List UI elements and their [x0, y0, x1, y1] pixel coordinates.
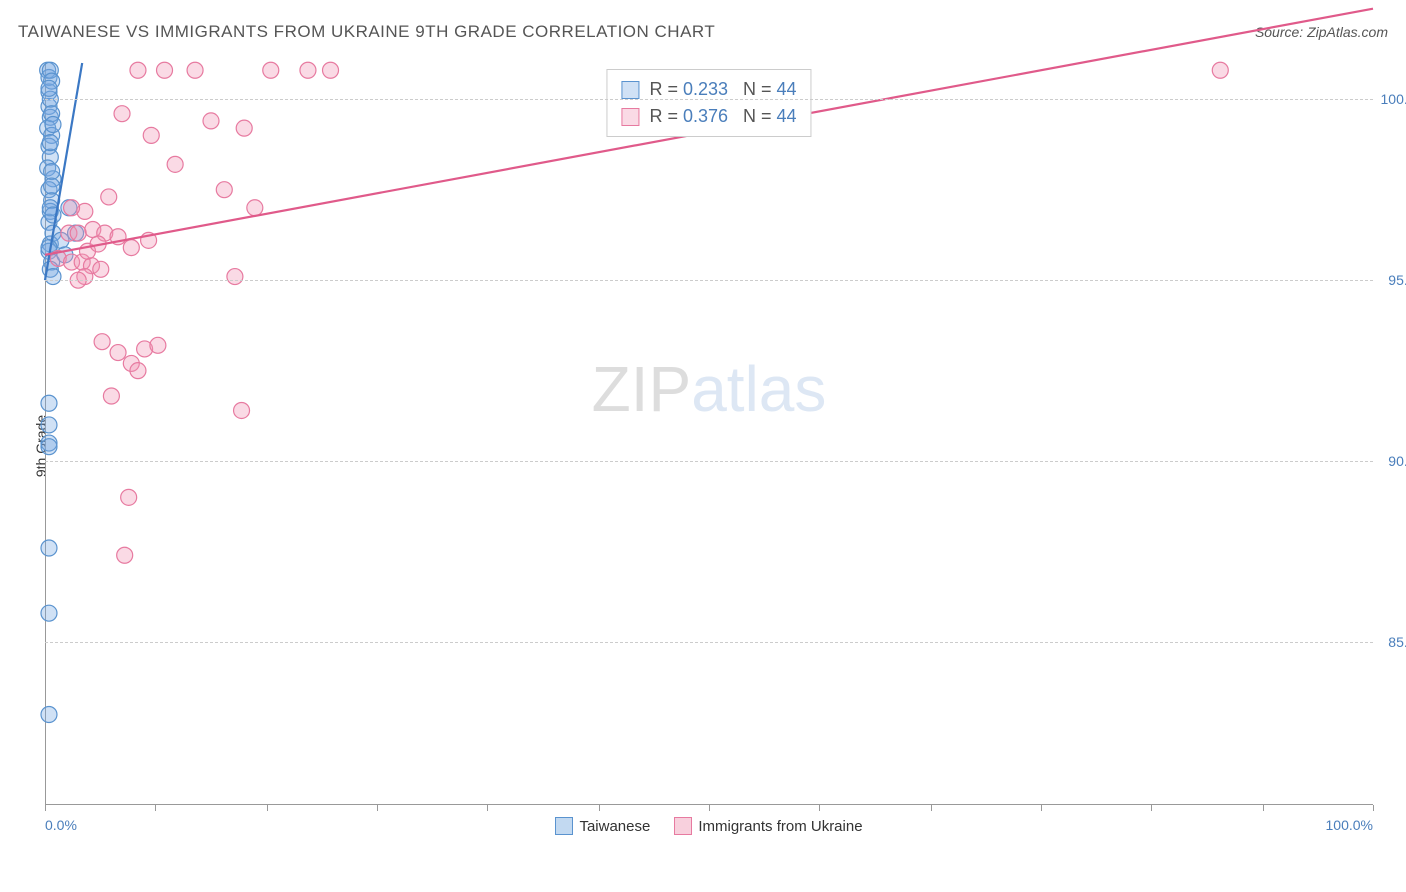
x-tick-mark: [1041, 805, 1042, 811]
data-point: [167, 156, 183, 172]
data-point: [42, 135, 58, 151]
data-point: [117, 547, 133, 563]
data-point: [216, 182, 232, 198]
x-tick-mark: [931, 805, 932, 811]
legend-label: Taiwanese: [579, 818, 650, 835]
stats-legend-box: R = 0.233 N = 44R = 0.376 N = 44: [606, 69, 811, 137]
data-point: [44, 164, 60, 180]
x-tick-mark: [45, 805, 46, 811]
y-tick-label: 100.0%: [1378, 91, 1406, 107]
data-point: [114, 106, 130, 122]
data-point: [103, 388, 119, 404]
legend-swatch: [674, 817, 692, 835]
data-point: [1212, 62, 1228, 78]
data-point: [234, 402, 250, 418]
gridline-h: [45, 99, 1373, 100]
x-tick-mark: [487, 805, 488, 811]
data-point: [64, 200, 80, 216]
legend-label: Immigrants from Ukraine: [698, 818, 862, 835]
x-tick-mark: [267, 805, 268, 811]
legend-item: Immigrants from Ukraine: [674, 817, 862, 835]
data-point: [93, 261, 109, 277]
y-tick-label: 95.0%: [1378, 272, 1406, 288]
data-point: [236, 120, 252, 136]
data-point: [247, 200, 263, 216]
data-point: [143, 127, 159, 143]
data-point: [41, 605, 57, 621]
series-swatch: [621, 81, 639, 99]
data-point: [41, 540, 57, 556]
data-point: [44, 178, 60, 194]
data-point: [41, 395, 57, 411]
data-point: [41, 417, 57, 433]
x-tick-mark: [599, 805, 600, 811]
series-swatch: [621, 108, 639, 126]
data-point: [323, 62, 339, 78]
data-point: [187, 62, 203, 78]
data-point: [41, 707, 57, 723]
data-point: [101, 189, 117, 205]
stats-row: R = 0.376 N = 44: [621, 103, 796, 130]
data-point: [121, 489, 137, 505]
data-point: [45, 207, 61, 223]
x-tick-mark: [1263, 805, 1264, 811]
legend-swatch: [555, 817, 573, 835]
x-tick-mark: [377, 805, 378, 811]
x-tick-mark: [1151, 805, 1152, 811]
stats-text: R = 0.376 N = 44: [649, 103, 796, 130]
y-tick-label: 85.0%: [1378, 634, 1406, 650]
x-tick-mark: [1373, 805, 1374, 811]
data-point: [123, 240, 139, 256]
x-tick-mark: [819, 805, 820, 811]
y-tick-label: 90.0%: [1378, 453, 1406, 469]
data-point: [300, 62, 316, 78]
data-point: [263, 62, 279, 78]
legend-item: Taiwanese: [555, 817, 650, 835]
x-tick-mark: [709, 805, 710, 811]
data-point: [94, 334, 110, 350]
source-name: ZipAtlas.com: [1307, 24, 1388, 40]
legend-bottom: Taiwanese Immigrants from Ukraine: [45, 817, 1373, 835]
data-point: [70, 225, 86, 241]
data-point: [41, 439, 57, 455]
gridline-h: [45, 280, 1373, 281]
chart-title: TAIWANESE VS IMMIGRANTS FROM UKRAINE 9TH…: [18, 22, 715, 42]
data-point: [150, 337, 166, 353]
data-point: [203, 113, 219, 129]
data-point: [157, 62, 173, 78]
data-point: [41, 80, 57, 96]
gridline-h: [45, 642, 1373, 643]
plot-area: ZIPatlas R = 0.233 N = 44R = 0.376 N = 4…: [45, 63, 1373, 805]
data-point: [227, 269, 243, 285]
data-point: [110, 345, 126, 361]
title-bar: TAIWANESE VS IMMIGRANTS FROM UKRAINE 9TH…: [18, 22, 1388, 42]
data-point: [130, 363, 146, 379]
gridline-h: [45, 461, 1373, 462]
data-point: [130, 62, 146, 78]
x-tick-mark: [155, 805, 156, 811]
data-point: [45, 117, 61, 133]
chart-svg: [45, 63, 1373, 805]
